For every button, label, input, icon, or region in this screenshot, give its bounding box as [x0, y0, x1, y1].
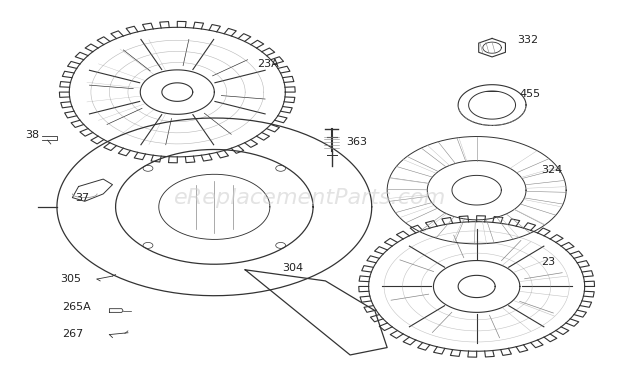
Text: eReplacementParts.com: eReplacementParts.com	[174, 188, 446, 208]
Text: 37: 37	[76, 193, 89, 203]
Text: 23: 23	[541, 257, 556, 267]
Text: 38: 38	[25, 131, 39, 140]
Text: 304: 304	[282, 263, 303, 273]
Text: 455: 455	[520, 89, 541, 99]
Text: 267: 267	[62, 329, 83, 339]
Text: 363: 363	[346, 137, 367, 147]
Text: 305: 305	[60, 274, 81, 284]
Text: 23A: 23A	[257, 59, 279, 69]
Text: 324: 324	[541, 165, 563, 175]
Text: 332: 332	[516, 35, 538, 45]
Text: 265A: 265A	[62, 302, 91, 312]
